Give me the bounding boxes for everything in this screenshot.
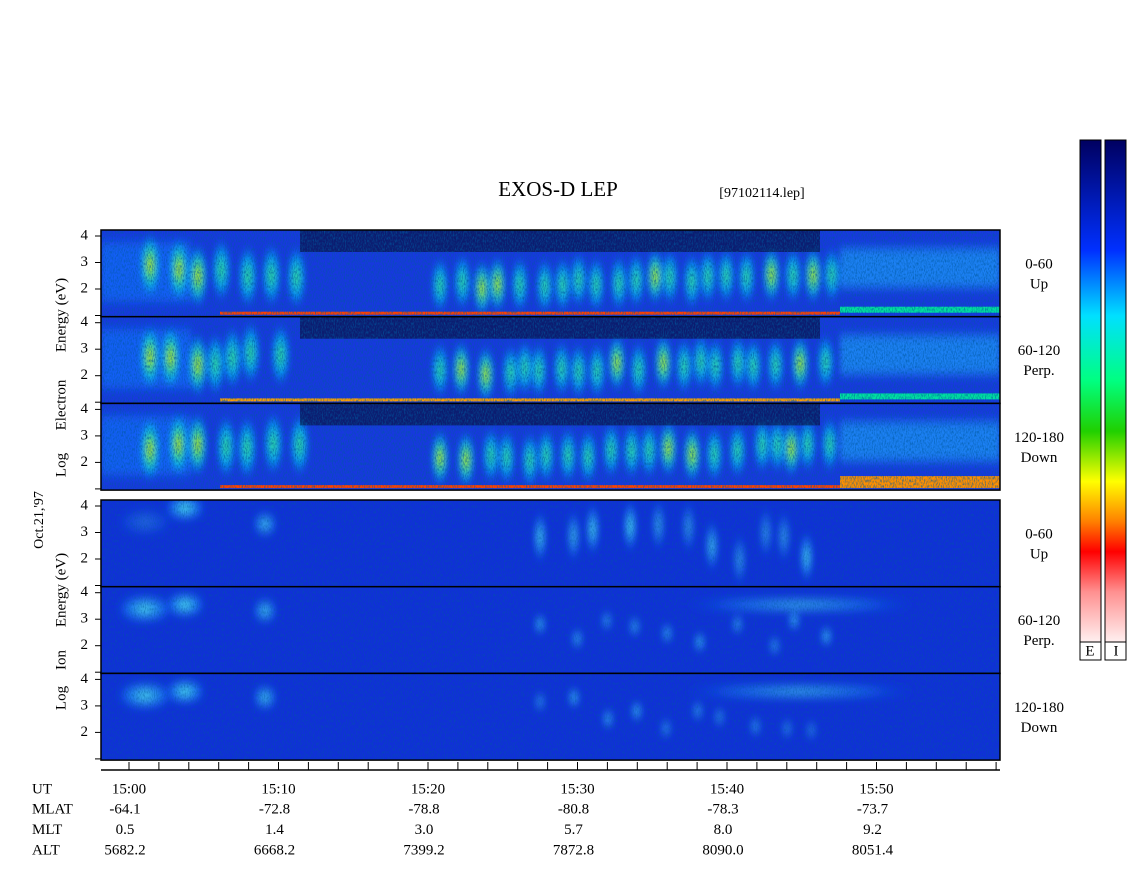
panel-direction: Down bbox=[1021, 720, 1058, 736]
panel-direction: Perp. bbox=[1023, 633, 1054, 649]
row-value: -72.8 bbox=[259, 802, 290, 818]
panel-direction: Up bbox=[1030, 276, 1048, 292]
colorbar bbox=[1079, 139, 1102, 643]
panel-frame bbox=[100, 402, 1001, 491]
noise bbox=[101, 230, 1000, 317]
spectrogram bbox=[101, 500, 1000, 587]
row-name: ALT bbox=[32, 842, 60, 858]
spectrogram bbox=[101, 586, 1000, 674]
spectrogram-panel: 2 3 4 0-60 Up bbox=[81, 497, 1053, 588]
row-name: UT bbox=[32, 781, 52, 797]
labels: EXOS-D LEP [97102114.lep] Oct.21,'97 bbox=[32, 177, 804, 549]
panel-angle: 120-180 bbox=[1014, 430, 1064, 446]
row-value: 8051.4 bbox=[852, 842, 894, 858]
axis-label: Electron bbox=[53, 379, 69, 430]
row-value: -80.8 bbox=[558, 802, 589, 818]
spectrogram-panel: 2 3 4 60-120 Perp. bbox=[81, 584, 1061, 675]
row-name: MLT bbox=[32, 822, 62, 838]
spectrogram-panel: 2 3 4 120-180 Down bbox=[81, 401, 1064, 491]
panel-angle: 120-180 bbox=[1014, 700, 1064, 716]
panel-direction: Up bbox=[1030, 546, 1048, 562]
row-value: 7399.2 bbox=[403, 842, 444, 858]
y-tick-label: 4 bbox=[81, 497, 89, 513]
row-value: 15:10 bbox=[261, 781, 295, 797]
plots: Log Electron Energy (eV) 2 3 4 0-60 Up 2 3 4 60-120… bbox=[32, 227, 1064, 858]
spectrogram-panel: 2 3 4 60-120 Perp. bbox=[81, 314, 1061, 405]
file-name: [97102114.lep] bbox=[719, 186, 804, 201]
y-tick-label: 4 bbox=[81, 401, 89, 417]
colorbar-label-box bbox=[1079, 641, 1102, 661]
colorbars: E I bbox=[1079, 139, 1127, 661]
noise bbox=[101, 586, 1000, 674]
noise bbox=[101, 316, 1000, 404]
spectrogram-panel: 2 3 4 120-180 Down bbox=[81, 671, 1064, 761]
panel-frame bbox=[100, 672, 1001, 761]
row-value: -64.1 bbox=[109, 802, 140, 818]
panel-angle: 60-120 bbox=[1018, 613, 1061, 629]
axis-label: Energy (eV) bbox=[53, 278, 69, 352]
axis-label: Log bbox=[53, 685, 69, 710]
y-tick-label: 3 bbox=[81, 524, 89, 540]
y-tick-label: 4 bbox=[81, 314, 89, 330]
row-value: 9.2 bbox=[863, 822, 882, 838]
date: Oct.21,'97 bbox=[32, 491, 47, 549]
panel-direction: Down bbox=[1021, 450, 1058, 466]
y-tick-label: 3 bbox=[81, 427, 89, 443]
colorbar-label: I bbox=[1114, 643, 1119, 659]
panel-angle: 60-120 bbox=[1018, 343, 1061, 359]
y-tick-label: 3 bbox=[81, 697, 89, 713]
spectrogram bbox=[101, 403, 1000, 491]
row-value: 8090.0 bbox=[702, 842, 743, 858]
row-value: 6668.2 bbox=[254, 842, 295, 858]
row-value: 3.0 bbox=[415, 822, 434, 838]
panel-angle: 0-60 bbox=[1025, 526, 1053, 542]
row-value: 0.5 bbox=[116, 822, 135, 838]
row-value: 5682.2 bbox=[104, 842, 145, 858]
axis-label: Ion bbox=[53, 650, 69, 670]
noise bbox=[101, 500, 1000, 587]
y-tick-label: 2 bbox=[81, 637, 89, 653]
colorbar-label: E bbox=[1085, 643, 1094, 659]
row-value: 7872.8 bbox=[553, 842, 594, 858]
row-value: 15:40 bbox=[710, 781, 744, 797]
row-value: 1.4 bbox=[265, 822, 284, 838]
row-value: 15:30 bbox=[560, 781, 594, 797]
row-value: 5.7 bbox=[564, 822, 583, 838]
panel-direction: Perp. bbox=[1023, 363, 1054, 379]
spectrogram bbox=[101, 230, 1000, 317]
y-tick-label: 2 bbox=[81, 550, 89, 566]
row-value: -78.8 bbox=[408, 802, 439, 818]
y-tick-label: 3 bbox=[81, 254, 89, 270]
title: EXOS-D LEP bbox=[498, 177, 618, 201]
y-tick-label: 2 bbox=[81, 454, 89, 470]
noise bbox=[101, 673, 1000, 761]
spectrogram-panel: 2 3 4 0-60 Up bbox=[81, 227, 1053, 318]
time-axis: UT 15:00 15:10 15:20 15:30 15:40 15:50 MLAT -64.… bbox=[32, 762, 1000, 858]
y-tick-label: 3 bbox=[81, 341, 89, 357]
spectrogram bbox=[101, 673, 1000, 761]
row-value: 15:00 bbox=[112, 781, 146, 797]
spectrogram bbox=[101, 316, 1000, 404]
row-value: 15:50 bbox=[859, 781, 893, 797]
y-tick-label: 2 bbox=[81, 724, 89, 740]
row-value: 8.0 bbox=[714, 822, 733, 838]
row-name: MLAT bbox=[32, 802, 73, 818]
y-tick-label: 4 bbox=[81, 671, 89, 687]
noise bbox=[101, 403, 1000, 491]
row-value: -73.7 bbox=[857, 802, 889, 818]
panel-angle: 0-60 bbox=[1025, 256, 1053, 272]
y-tick-label: 2 bbox=[81, 367, 89, 383]
y-tick-label: 4 bbox=[81, 227, 89, 243]
y-tick-label: 3 bbox=[81, 611, 89, 627]
y-tick-label: 2 bbox=[81, 280, 89, 296]
colorbar-label-box bbox=[1104, 641, 1127, 661]
row-value: -78.3 bbox=[707, 802, 738, 818]
colorbar bbox=[1104, 139, 1127, 643]
axis-label: Log bbox=[53, 452, 69, 477]
y-tick-label: 4 bbox=[81, 584, 89, 600]
axis-label: Energy (eV) bbox=[53, 553, 69, 627]
row-value: 15:20 bbox=[411, 781, 445, 797]
